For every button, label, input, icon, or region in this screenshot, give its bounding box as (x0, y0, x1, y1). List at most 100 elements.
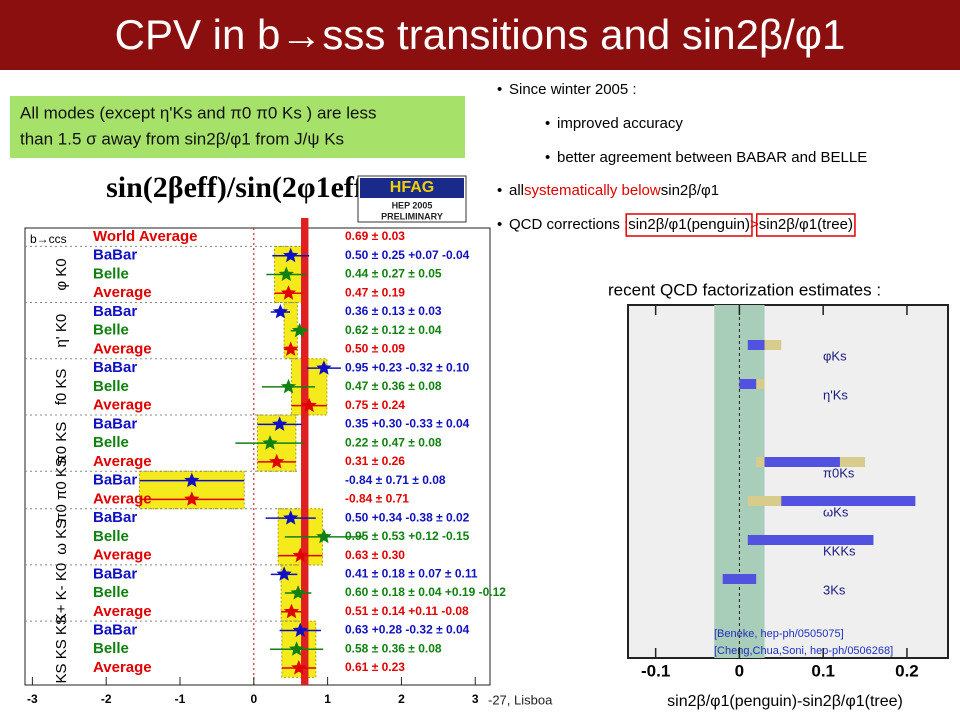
range-bar (764, 457, 840, 467)
row-name: Belle (93, 265, 129, 282)
value-label: 0.41 ± 0.18 ± 0.07 ± 0.11 (345, 566, 478, 580)
value-label: 0.63 ± 0.30 (345, 548, 405, 562)
data-star (283, 603, 300, 619)
badge-text: HFAG (390, 179, 434, 196)
data-star (262, 435, 278, 450)
row-name: World Average (93, 228, 197, 245)
bullet-text: all (509, 182, 524, 199)
value-label: 0.50 +0.34 -0.38 ± 0.02 (345, 510, 470, 524)
bullet-text: better agreement between BABAR and BELLE (557, 149, 867, 166)
row-name: BaBar (93, 622, 137, 639)
row-name: Average (93, 490, 152, 507)
chart-title: recent QCD factorization estimates : (608, 280, 881, 299)
data-star (184, 491, 200, 506)
highlight-box (755, 213, 856, 237)
group-label: b→ccs (30, 232, 67, 246)
row-name: Average (93, 603, 152, 620)
bullet-dot: • (497, 216, 502, 233)
data-star (269, 453, 285, 469)
row-name: Average (93, 284, 152, 301)
legend-ref: [Beneke, hep-ph/0505075] (714, 628, 844, 640)
data-star (301, 397, 317, 413)
bullet-text: sin2β/φ1(tree) (759, 216, 853, 233)
value-label: 0.58 ± 0.36 ± 0.08 (345, 641, 442, 655)
data-star (276, 566, 292, 581)
data-star (316, 360, 332, 375)
value-label: 0.36 ± 0.13 ± 0.03 (345, 304, 442, 318)
range-bar (747, 340, 765, 350)
badge-head (360, 178, 464, 198)
category-label: η'Ks (823, 387, 848, 402)
value-label: 0.69 ± 0.03 (345, 229, 405, 243)
category-label: KKKs (823, 543, 856, 558)
title-bar (0, 0, 960, 70)
bullet-text: improved accuracy (557, 115, 683, 132)
group-label: φ K0 (53, 258, 70, 290)
data-star (272, 304, 288, 319)
group-label: η' K0 (53, 314, 70, 348)
data-star (272, 416, 288, 431)
row-name: Average (93, 547, 152, 564)
row-name: BaBar (93, 247, 137, 264)
value-label: 0.75 ± 0.24 (345, 398, 405, 412)
data-star (292, 547, 308, 563)
x-tick-label: 0 (735, 661, 744, 680)
value-label: 0.22 ± 0.47 ± 0.08 (345, 435, 442, 449)
data-star (278, 266, 294, 281)
x-tick-label: 0 (250, 692, 257, 706)
group-label: f0 KS (53, 369, 70, 406)
x-tick-label: -0.1 (641, 661, 670, 680)
range-bar (739, 379, 757, 389)
row-name: Belle (93, 640, 129, 657)
row-name: Belle (93, 584, 129, 601)
value-label: 0.31 ± 0.26 (345, 454, 405, 468)
group-label: KS KS KS (53, 615, 70, 683)
data-star (290, 585, 306, 600)
x-tick-label: -3 (27, 692, 38, 706)
category-label: ωKs (823, 504, 849, 519)
badge-text: PRELIMINARY (381, 211, 443, 221)
range-bar (722, 574, 757, 584)
bullet-text: > (750, 216, 759, 233)
chart-title: sin(2βeff)/sin(2φ1eff) (106, 171, 374, 204)
group-label: π0 π0 KS (53, 457, 70, 523)
value-label: 0.50 ± 0.09 (345, 342, 405, 356)
group-label: K+ K- K0 (53, 563, 70, 623)
footer: -27, Lisboa (488, 692, 553, 707)
bullet-text: systematically below (524, 182, 661, 199)
value-label: -0.84 ± 0.71 ± 0.08 (345, 473, 446, 487)
bullet-dot: • (497, 182, 502, 199)
world-average-band (301, 218, 309, 685)
value-label: 0.35 +0.30 -0.33 ± 0.04 (345, 417, 470, 431)
category-label: π0Ks (823, 465, 855, 480)
row-name: BaBar (93, 359, 137, 376)
data-star (184, 472, 200, 488)
category-label: φKs (823, 348, 847, 363)
category-label: 3Ks (823, 582, 846, 597)
value-label: 0.51 ± 0.14 +0.11 -0.08 (345, 604, 469, 618)
bullet-text: Since winter 2005 : (509, 81, 637, 98)
bullet-dot: • (497, 81, 502, 98)
bullet-dot: • (545, 149, 550, 166)
data-star (283, 510, 299, 525)
value-label: 0.60 ± 0.18 ± 0.04 +0.19 -0.12 (345, 585, 506, 599)
value-label: 0.44 ± 0.27 ± 0.05 (345, 267, 442, 281)
bullet-dot: • (545, 115, 550, 132)
x-axis-label: sin2β/φ1(penguin)-sin2β/φ1(tree) (667, 693, 903, 710)
note-line: than 1.5 σ away from sin2β/φ1 from J/ψ K… (20, 129, 344, 148)
value-label: 0.95 +0.23 -0.32 ± 0.10 (345, 360, 470, 374)
row-name: Average (93, 397, 152, 414)
row-name: Belle (93, 528, 129, 545)
range-bar (764, 340, 782, 350)
bullet-text: sin2β/φ1(penguin) (628, 216, 750, 233)
row-name: Average (93, 659, 152, 676)
value-label: 0.50 ± 0.25 +0.07 -0.04 (345, 248, 470, 262)
row-name: BaBar (93, 472, 137, 489)
data-star (283, 341, 299, 356)
plot-frame (627, 304, 949, 659)
row-name: BaBar (93, 415, 137, 432)
row-name: BaBar (93, 509, 137, 526)
x-tick-label: -2 (101, 692, 112, 706)
